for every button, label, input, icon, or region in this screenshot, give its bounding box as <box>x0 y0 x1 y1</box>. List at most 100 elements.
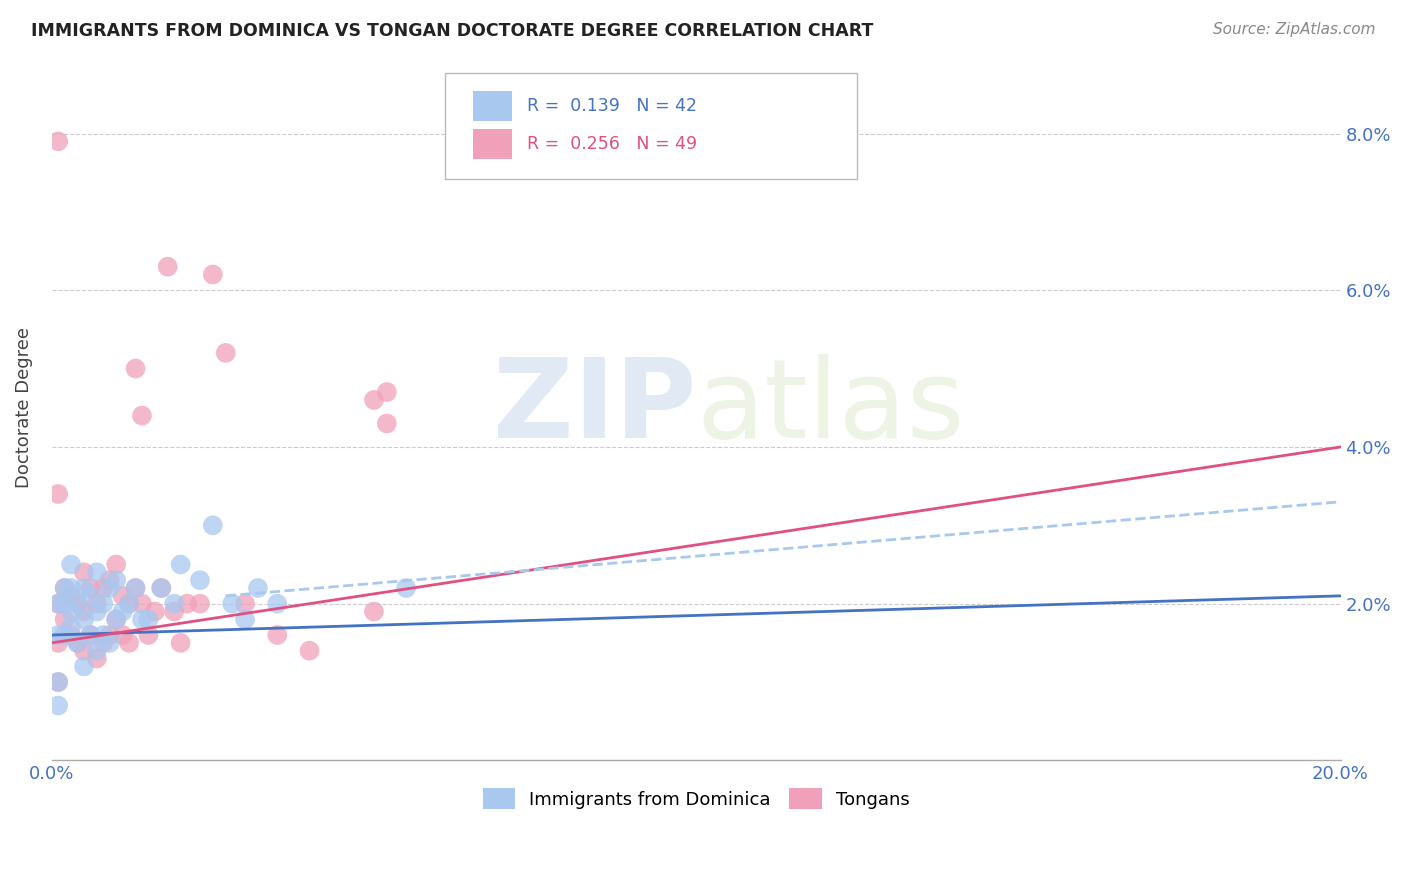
Point <box>131 612 153 626</box>
Point <box>66 636 89 650</box>
Text: IMMIGRANTS FROM DOMINICA VS TONGAN DOCTORATE DEGREE CORRELATION CHART: IMMIGRANTS FROM DOMINICA VS TONGAN DOCTO… <box>31 22 873 40</box>
Point <box>46 675 69 690</box>
Point <box>79 628 101 642</box>
Point <box>46 698 69 713</box>
Point <box>131 409 153 423</box>
Point <box>91 628 114 642</box>
Point <box>86 651 108 665</box>
Point <box>73 612 96 626</box>
Point <box>233 612 256 626</box>
Point <box>201 268 224 282</box>
Point <box>79 589 101 603</box>
Point <box>73 643 96 657</box>
Point <box>66 636 89 650</box>
Point <box>188 597 211 611</box>
Text: R =  0.256   N = 49: R = 0.256 N = 49 <box>527 135 697 153</box>
Point <box>79 581 101 595</box>
Point <box>53 612 76 626</box>
Point <box>60 589 83 603</box>
Point <box>233 597 256 611</box>
Point <box>169 636 191 650</box>
Point <box>118 597 141 611</box>
Point <box>395 581 418 595</box>
Point <box>53 597 76 611</box>
Point <box>118 597 141 611</box>
Point <box>266 628 288 642</box>
Point <box>163 605 186 619</box>
Point <box>60 558 83 572</box>
Point <box>91 581 114 595</box>
Text: atlas: atlas <box>696 354 965 461</box>
Point <box>118 636 141 650</box>
Point <box>111 605 134 619</box>
Point <box>124 361 146 376</box>
Point <box>66 597 89 611</box>
Point <box>298 643 321 657</box>
Point <box>98 628 121 642</box>
Point <box>46 597 69 611</box>
Point <box>246 581 269 595</box>
Point <box>46 487 69 501</box>
Y-axis label: Doctorate Degree: Doctorate Degree <box>15 327 32 488</box>
Point <box>201 518 224 533</box>
Point <box>86 643 108 657</box>
FancyBboxPatch shape <box>474 91 512 120</box>
Point <box>111 589 134 603</box>
Point <box>86 566 108 580</box>
Point <box>73 566 96 580</box>
Point <box>105 612 128 626</box>
Point <box>105 558 128 572</box>
Point <box>73 581 96 595</box>
Point <box>66 597 89 611</box>
Point <box>73 605 96 619</box>
FancyBboxPatch shape <box>474 129 512 159</box>
Point <box>98 573 121 587</box>
Point <box>375 417 398 431</box>
Point <box>46 675 69 690</box>
Point <box>138 628 160 642</box>
Point <box>60 628 83 642</box>
Point <box>79 628 101 642</box>
Point <box>363 392 385 407</box>
Point <box>91 597 114 611</box>
Point <box>150 581 173 595</box>
Point <box>169 558 191 572</box>
Point <box>98 636 121 650</box>
Point <box>215 346 238 360</box>
Point <box>111 628 134 642</box>
Point <box>86 597 108 611</box>
Point <box>91 636 114 650</box>
Point <box>53 581 76 595</box>
Point <box>46 636 69 650</box>
Point <box>138 612 160 626</box>
Point <box>46 597 69 611</box>
Point <box>221 597 243 611</box>
Point <box>131 597 153 611</box>
Point <box>124 581 146 595</box>
Point <box>105 612 128 626</box>
Point <box>46 134 69 148</box>
Point <box>363 605 385 619</box>
Point <box>188 573 211 587</box>
Point <box>105 573 128 587</box>
Point <box>176 597 198 611</box>
Point <box>156 260 179 274</box>
Text: ZIP: ZIP <box>492 354 696 461</box>
Point <box>163 597 186 611</box>
Text: R =  0.139   N = 42: R = 0.139 N = 42 <box>527 97 697 115</box>
Point <box>60 605 83 619</box>
Point <box>124 581 146 595</box>
Point <box>53 581 76 595</box>
Point <box>73 659 96 673</box>
Point <box>86 605 108 619</box>
FancyBboxPatch shape <box>444 73 858 178</box>
Point <box>375 385 398 400</box>
Point <box>53 628 76 642</box>
Point <box>46 628 69 642</box>
Point <box>150 581 173 595</box>
Point <box>143 605 166 619</box>
Point <box>98 581 121 595</box>
Point <box>60 581 83 595</box>
Legend: Immigrants from Dominica, Tongans: Immigrants from Dominica, Tongans <box>475 781 917 816</box>
Text: Source: ZipAtlas.com: Source: ZipAtlas.com <box>1212 22 1375 37</box>
